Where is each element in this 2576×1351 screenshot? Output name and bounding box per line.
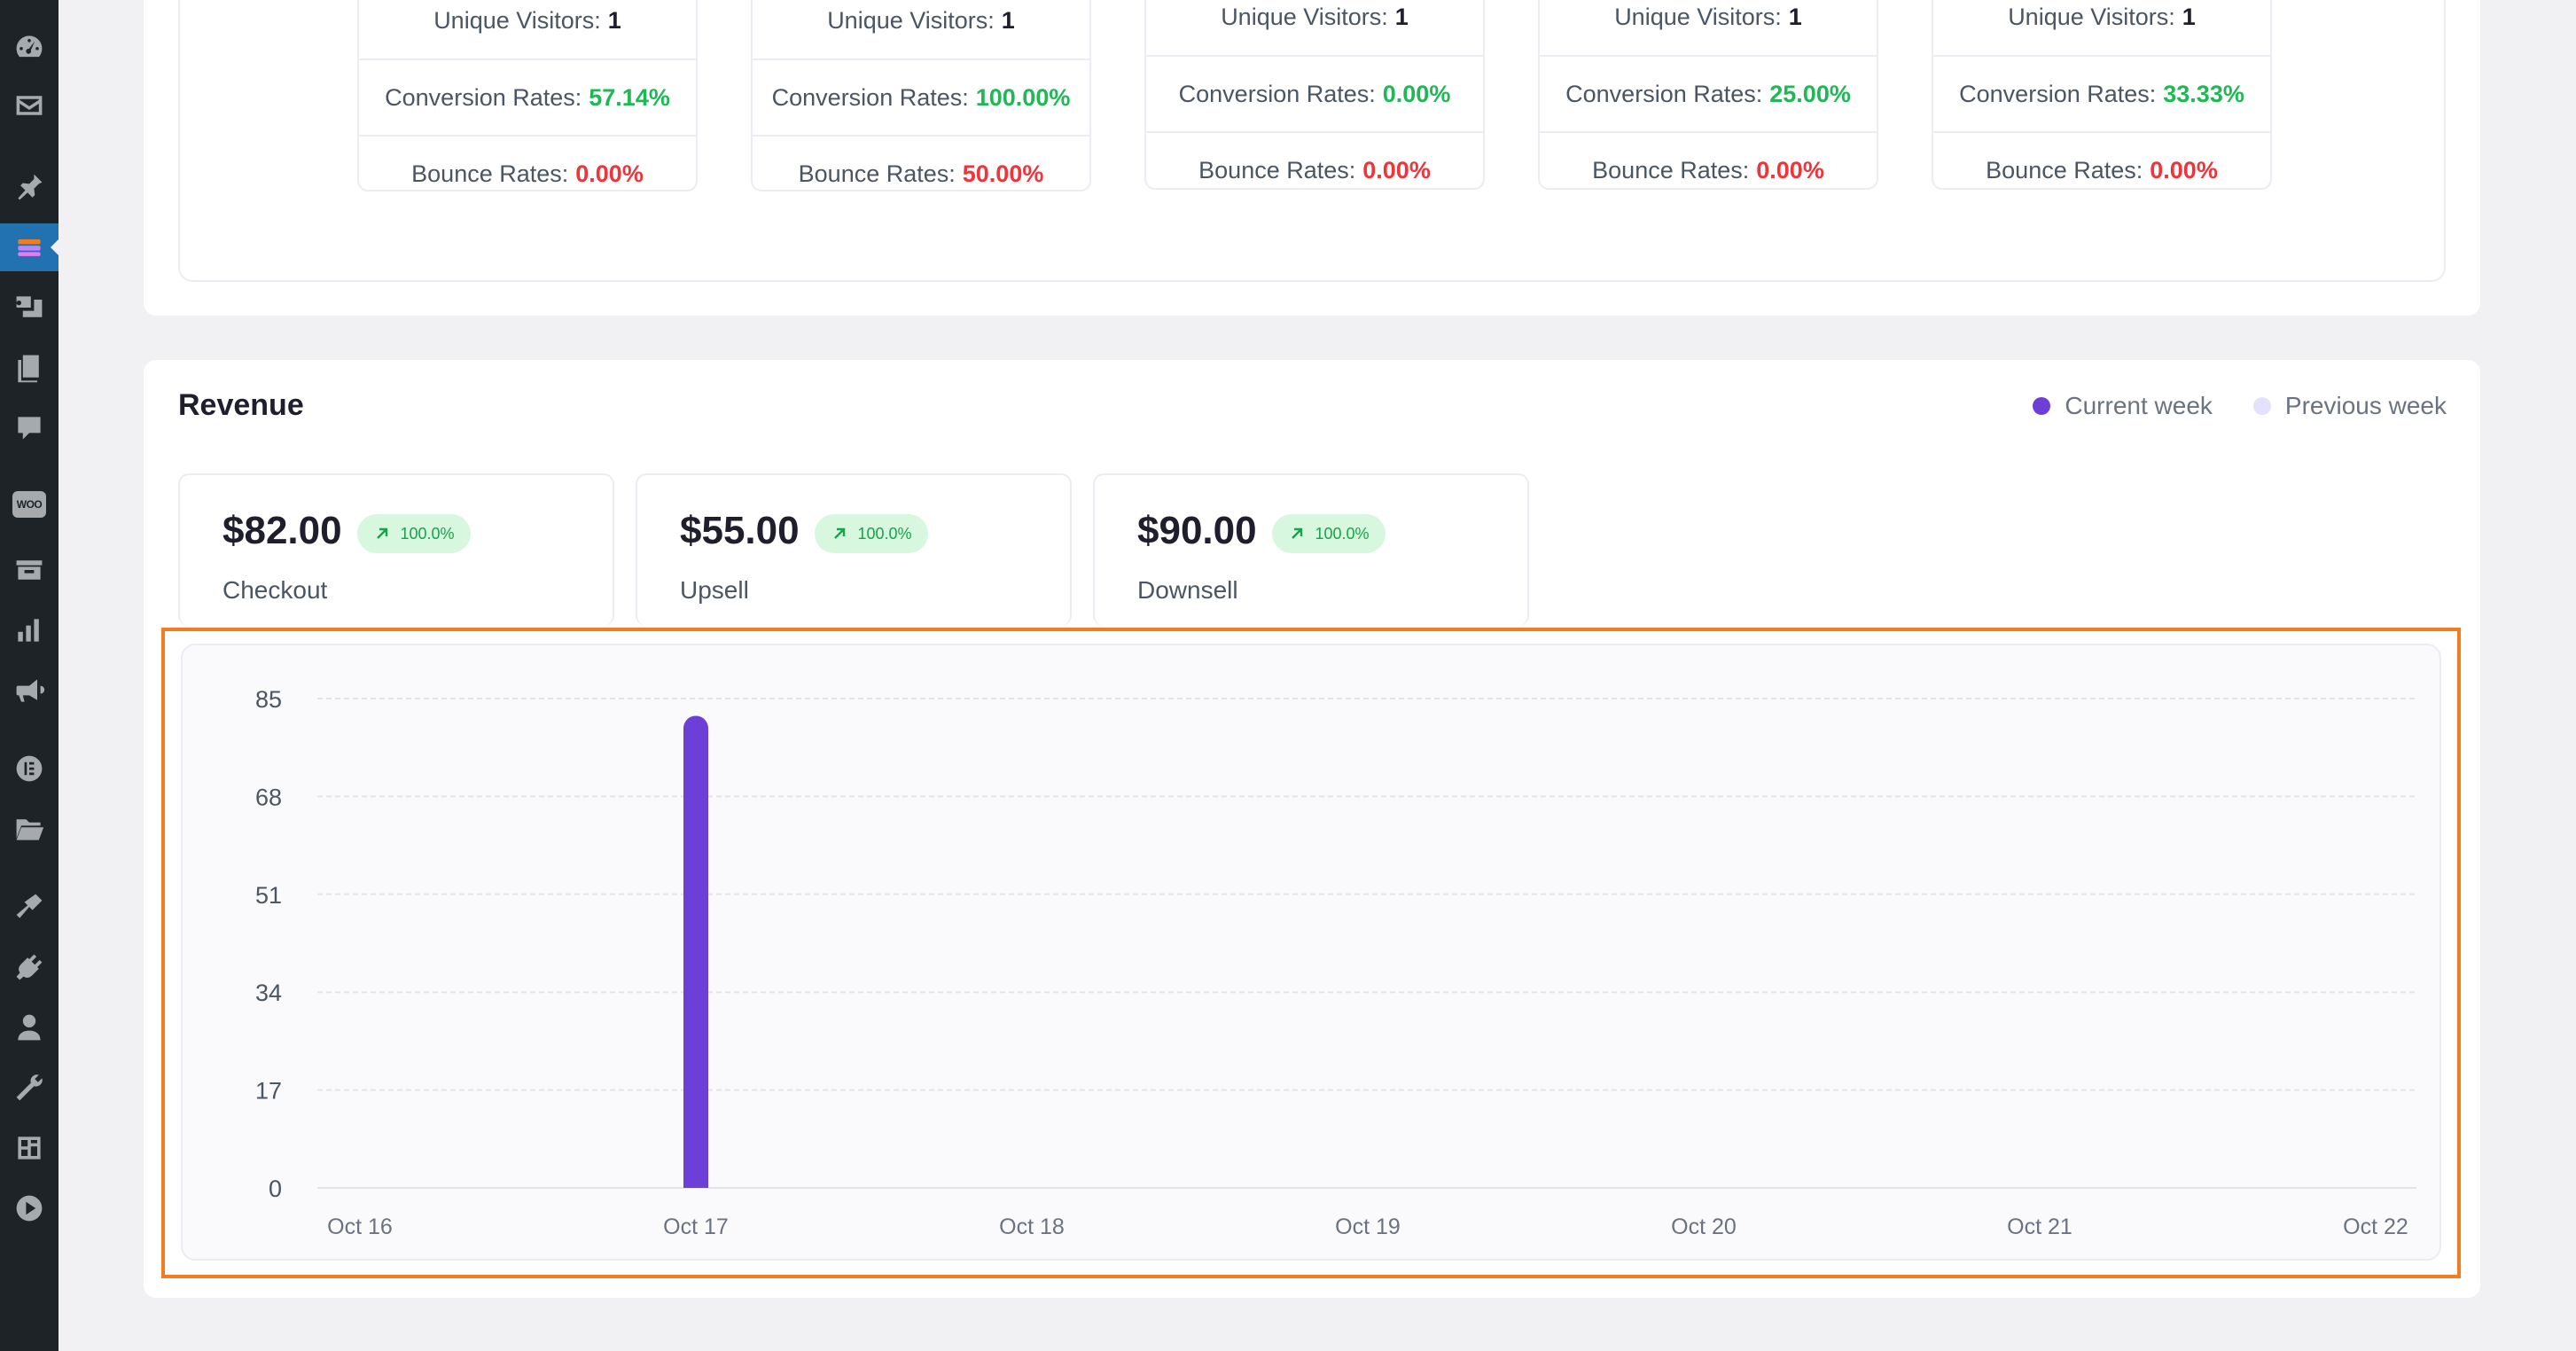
unique-visitors-value: 1 (1394, 3, 1409, 30)
comments-icon[interactable] (0, 404, 59, 452)
step-stat-card: Unique Visitors: 1 Conversion Rates: 0.00%… (1144, 0, 1485, 190)
change-badge: 100.0% (357, 514, 471, 553)
conversion-rate-value: 100.00% (975, 83, 1071, 111)
y-tick-label: 17 (255, 1078, 282, 1105)
upsell-revenue-card: $55.00 100.0% Upsell (636, 473, 1072, 626)
y-tick-label: 0 (269, 1175, 282, 1202)
legend-previous-week[interactable]: Previous week (2252, 392, 2447, 420)
y-tick-label: 85 (255, 686, 282, 713)
bounce-rate-value: 50.00% (962, 160, 1044, 187)
revenue-bar-chart: 0 17 34 51 68 85 Oct 16 Oct 17 Oct 18 Oct 19 Oct 2… (255, 686, 2416, 1239)
pages-icon[interactable] (0, 344, 59, 392)
bounce-rate-value: 0.00% (575, 160, 644, 187)
arrow-up-right-icon (377, 527, 388, 539)
plugins-icon[interactable] (0, 943, 59, 991)
step-stat-card: Unique Visitors: 1 Conversion Rates: 25.00… (1538, 0, 1878, 190)
x-tick-label: Oct 21 (2007, 1214, 2073, 1239)
chart-legend: Current week Previous week (1992, 392, 2447, 420)
funnel-stats-panel: Unique Visitors: 1 Conversion Rates: 57.14… (144, 0, 2480, 316)
woocommerce-badge: WOO (12, 491, 46, 518)
revenue-panel: Revenue Current week Previous week $82.0… (144, 360, 2480, 1298)
bounce-rate-row: Bounce Rates: 0.00% (1146, 131, 1483, 207)
unique-visitors-value: 1 (2182, 3, 2196, 30)
change-badge: 100.0% (815, 514, 928, 553)
funnel-plugin-icon[interactable] (0, 223, 59, 271)
templates-folder-icon[interactable] (0, 805, 59, 853)
revenue-title: Revenue (178, 388, 304, 422)
conversion-rate-value: 33.33% (2163, 80, 2244, 107)
analytics-icon[interactable] (0, 606, 59, 654)
products-icon[interactable] (0, 546, 59, 594)
pin-icon[interactable] (0, 163, 59, 211)
bounce-rate-row: Bounce Rates: 0.00% (1540, 131, 1877, 207)
play-icon[interactable] (0, 1184, 59, 1232)
x-tick-label: Oct 19 (1335, 1214, 1401, 1239)
revenue-chart: 0 17 34 51 68 85 Oct 16 Oct 17 Oct 18 Oct 19 Oct 2… (181, 644, 2441, 1261)
funnel-steps-container: Unique Visitors: 1 Conversion Rates: 57.14… (178, 0, 2446, 282)
revenue-amount: $82.00 (222, 509, 342, 552)
unique-visitors-row: Unique Visitors: 1 (2008, 3, 2196, 30)
arrow-up-right-icon (1292, 527, 1303, 539)
unique-visitors-row: Unique Visitors: 1 (827, 6, 1015, 34)
downsell-revenue-card: $90.00 100.0% Downsell (1093, 473, 1529, 626)
settings-icon[interactable] (0, 1124, 59, 1172)
revenue-amount: $55.00 (680, 509, 800, 552)
unique-visitors-value: 1 (607, 6, 621, 34)
legend-current-week[interactable]: Current week (2033, 392, 2213, 420)
conversion-rate-row: Conversion Rates: 57.14% (359, 59, 696, 135)
conversion-rate-value: 25.00% (1769, 80, 1851, 107)
conversion-rate-row: Conversion Rates: 100.00% (753, 59, 1089, 135)
change-badge: 100.0% (1272, 514, 1386, 553)
revenue-label: Upsell (680, 576, 749, 604)
revenue-chart-highlight: 0 17 34 51 68 85 Oct 16 Oct 17 Oct 18 Oct 19 Oct 2… (161, 628, 2461, 1278)
checkout-revenue-card: $82.00 100.0% Checkout (178, 473, 614, 626)
marketing-icon[interactable] (0, 667, 59, 715)
revenue-amount: $90.00 (1137, 509, 1257, 552)
arrow-up-right-icon (834, 527, 846, 539)
revenue-label: Checkout (222, 576, 328, 604)
conversion-rate-value: 0.00% (1382, 80, 1451, 107)
x-tick-label: Oct 20 (1671, 1214, 1737, 1239)
bounce-rate-value: 0.00% (1756, 156, 1824, 184)
tools-icon[interactable] (0, 1064, 59, 1112)
users-icon[interactable] (0, 1003, 59, 1051)
x-tick-label: Oct 18 (999, 1214, 1065, 1239)
conversion-rate-row: Conversion Rates: 0.00% (1146, 55, 1483, 131)
unique-visitors-row: Unique Visitors: 1 (433, 6, 621, 34)
current-week-dot-icon (2033, 397, 2051, 415)
step-stat-card: Unique Visitors: 1 Conversion Rates: 100.0… (751, 0, 1091, 191)
y-tick-label: 51 (255, 882, 282, 909)
x-tick-label: Oct 16 (327, 1214, 393, 1239)
dashboard-icon[interactable] (0, 23, 59, 71)
step-stat-card: Unique Visitors: 1 Conversion Rates: 57.14… (357, 0, 698, 191)
y-tick-label: 34 (255, 980, 282, 1006)
appearance-icon[interactable] (0, 883, 59, 931)
conversion-rate-row: Conversion Rates: 25.00% (1540, 55, 1877, 131)
x-tick-label: Oct 17 (663, 1214, 729, 1239)
x-tick-label: Oct 22 (2343, 1214, 2408, 1239)
bounce-rate-row: Bounce Rates: 0.00% (359, 135, 696, 211)
bounce-rate-value: 0.00% (1362, 156, 1431, 184)
bounce-rate-row: Bounce Rates: 0.00% (1933, 131, 2270, 207)
unique-visitors-row: Unique Visitors: 1 (1614, 3, 1802, 30)
conversion-rate-value: 57.14% (589, 83, 670, 111)
unique-visitors-value: 1 (1788, 3, 1802, 30)
mail-icon[interactable] (0, 82, 59, 129)
woocommerce-icon[interactable]: WOO (0, 480, 59, 528)
revenue-label: Downsell (1137, 576, 1238, 604)
y-tick-label: 68 (255, 784, 282, 810)
revenue-bar (683, 715, 708, 1188)
unique-visitors-value: 1 (1001, 6, 1015, 34)
elementor-icon[interactable] (0, 745, 59, 793)
media-icon[interactable] (0, 284, 59, 332)
unique-visitors-row: Unique Visitors: 1 (1221, 3, 1409, 30)
step-stat-card: Unique Visitors: 1 Conversion Rates: 33.33… (1932, 0, 2272, 190)
bounce-rate-value: 0.00% (2150, 156, 2218, 184)
admin-sidebar: WOO (0, 0, 59, 1351)
conversion-rate-row: Conversion Rates: 33.33% (1933, 55, 2270, 131)
previous-week-dot-icon (2252, 397, 2271, 415)
bounce-rate-row: Bounce Rates: 50.00% (753, 135, 1089, 211)
